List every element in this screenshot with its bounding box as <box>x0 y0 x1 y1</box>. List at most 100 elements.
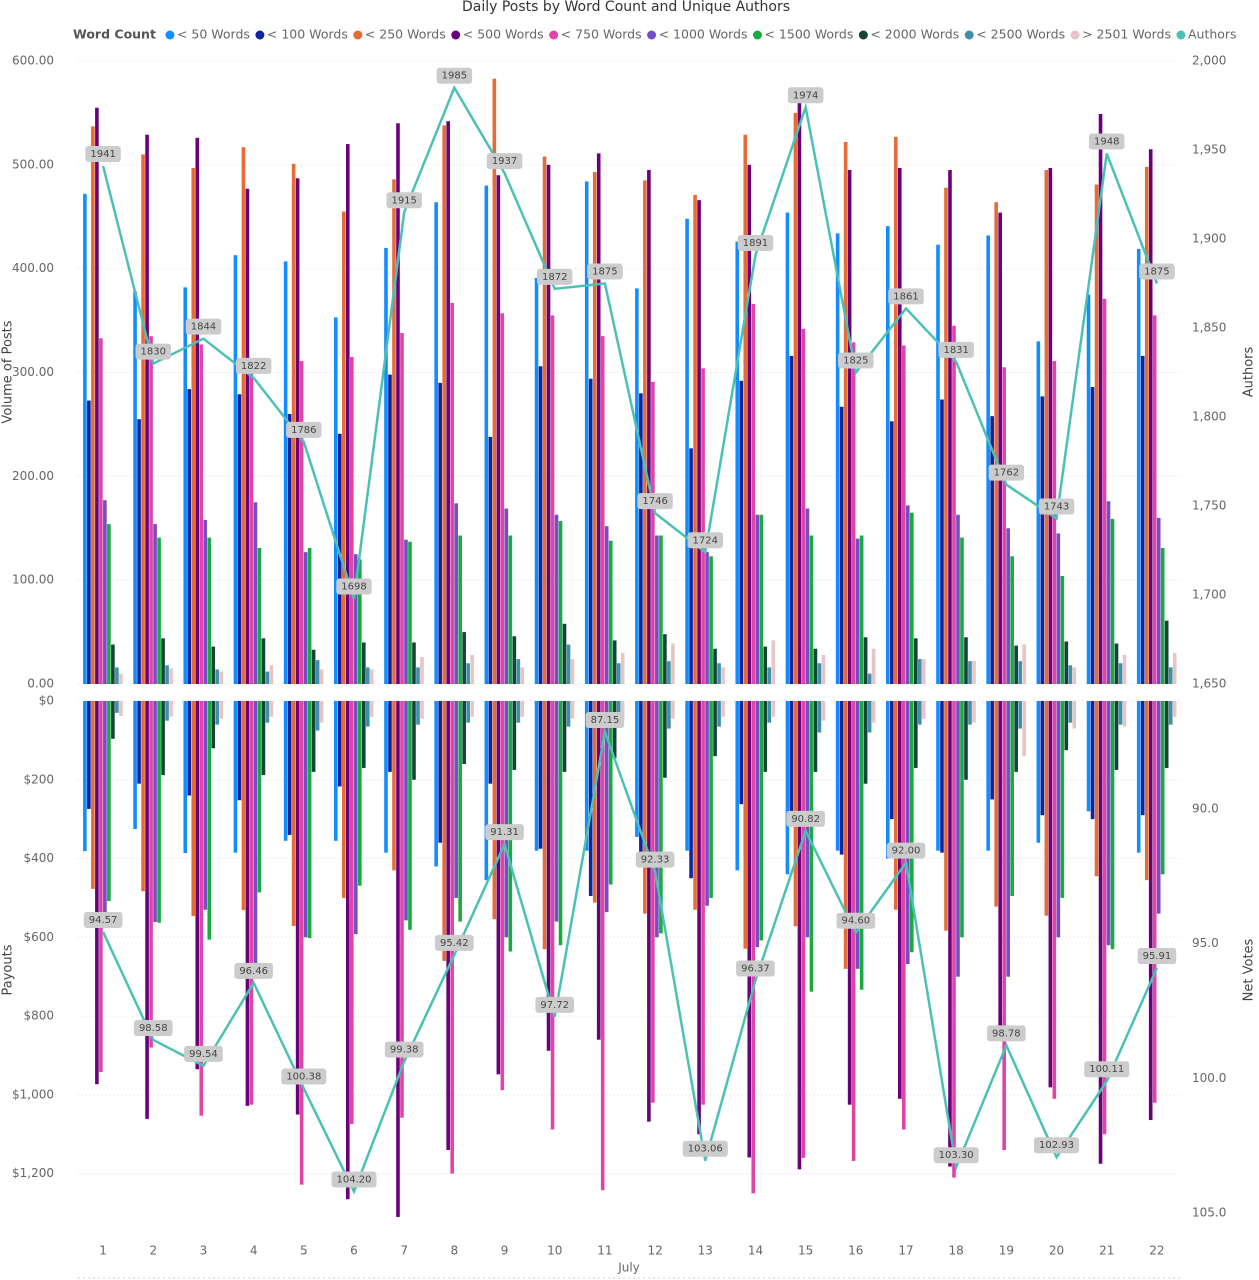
tick-label: 105.0 <box>1192 1206 1226 1220</box>
payout-bar <box>922 701 926 719</box>
post-bar <box>1060 576 1065 684</box>
post-bar <box>157 537 161 684</box>
data-label: 96.37 <box>741 963 770 974</box>
post-bar <box>964 637 968 684</box>
tick-label: 400.00 <box>12 261 54 275</box>
payout-bar <box>241 701 246 911</box>
data-label-box <box>938 341 974 358</box>
payout-bar <box>843 701 848 969</box>
data-label: 1825 <box>843 356 868 367</box>
line <box>101 84 1159 599</box>
post-bar <box>287 414 292 684</box>
payout-bar <box>319 701 324 723</box>
post-bar <box>793 112 798 684</box>
payout-bar <box>404 701 408 921</box>
post-bar <box>835 233 840 684</box>
post-bar <box>886 226 890 684</box>
x-tick-label: 5 <box>300 1244 308 1258</box>
data-label: 1948 <box>1094 137 1119 148</box>
x-tick-label: 9 <box>501 1244 509 1258</box>
payout-bar <box>1086 701 1091 812</box>
data-label-box <box>838 352 874 369</box>
data-label: 1891 <box>743 238 768 249</box>
payout-bar <box>1068 701 1073 723</box>
post-bar <box>1072 667 1077 684</box>
tick-label: 1,650 <box>1192 677 1226 691</box>
payout-bar <box>755 701 760 948</box>
post-bar <box>809 535 814 684</box>
payout-bar <box>1106 701 1111 946</box>
post-bar <box>1110 518 1115 684</box>
legend-label: < 750 Words <box>561 27 642 42</box>
legend-title: Word Count <box>73 27 156 42</box>
tick-label: 600.00 <box>12 54 54 68</box>
legend-label: < 50 Words <box>177 27 250 42</box>
data-label-box <box>1139 263 1175 280</box>
payout-bar <box>797 701 802 1170</box>
post-bar <box>153 524 157 684</box>
payout-bar <box>863 701 868 784</box>
data-label: 100.38 <box>286 1072 321 1083</box>
payout-bar <box>859 701 864 990</box>
payout-bar <box>608 701 613 885</box>
post-bar <box>408 541 412 684</box>
post-bar <box>789 355 794 684</box>
data-label-box <box>637 493 673 510</box>
data-label-box <box>687 532 723 549</box>
post-bar <box>785 212 790 684</box>
post-bar <box>165 665 169 684</box>
post-bar <box>107 524 111 684</box>
payout-bar <box>767 701 772 723</box>
post-bar <box>219 671 224 684</box>
post-bar <box>851 342 856 684</box>
data-label-box <box>133 1019 173 1036</box>
payout-bar <box>604 701 609 913</box>
data-label: 1698 <box>341 582 366 593</box>
payout-bar <box>671 701 675 719</box>
payout-bar <box>315 701 320 731</box>
data-label: 1872 <box>542 272 567 283</box>
post-bar <box>655 535 659 684</box>
post-bar <box>635 288 639 684</box>
payout-bar <box>1122 701 1127 727</box>
post-bar <box>484 185 489 684</box>
payout-bar <box>612 701 617 759</box>
post-bar <box>894 136 898 684</box>
payout-bar <box>211 701 216 749</box>
post-bar <box>612 640 617 684</box>
post-bar <box>338 433 342 684</box>
x-tick-label: 15 <box>798 1244 813 1258</box>
payout-bar <box>183 701 188 854</box>
data-label-box <box>83 911 123 928</box>
post-bar <box>434 202 438 685</box>
payout-bar <box>145 701 149 1119</box>
payout-bar <box>651 701 655 1103</box>
post-bar <box>771 640 776 684</box>
post-bar <box>986 235 990 684</box>
post-bar <box>319 669 324 684</box>
post-bar <box>438 382 442 684</box>
legend-marker <box>353 30 363 40</box>
payout-bar <box>990 701 994 800</box>
payout-bar <box>1148 701 1153 1121</box>
post-bar <box>558 520 563 684</box>
post-bar <box>358 559 362 684</box>
post-bar <box>608 540 613 684</box>
data-label: 98.58 <box>139 1023 168 1034</box>
data-label-box <box>1137 948 1177 965</box>
payout-bar <box>1098 701 1103 1164</box>
legend-marker <box>549 30 559 40</box>
legend-label: < 1000 Words <box>659 27 748 42</box>
payout-bar <box>667 701 671 729</box>
legend-label: < 1500 Words <box>764 27 853 42</box>
post-bar <box>454 503 458 684</box>
post-bar <box>1172 652 1177 684</box>
data-label-box <box>135 343 171 360</box>
post-bar <box>751 303 756 684</box>
legend-label: < 2000 Words <box>870 27 959 42</box>
tick-label: 100.00 <box>12 573 54 587</box>
post-bar <box>253 502 258 684</box>
post-bar <box>496 175 501 684</box>
x-axis-title: July <box>617 1261 640 1275</box>
